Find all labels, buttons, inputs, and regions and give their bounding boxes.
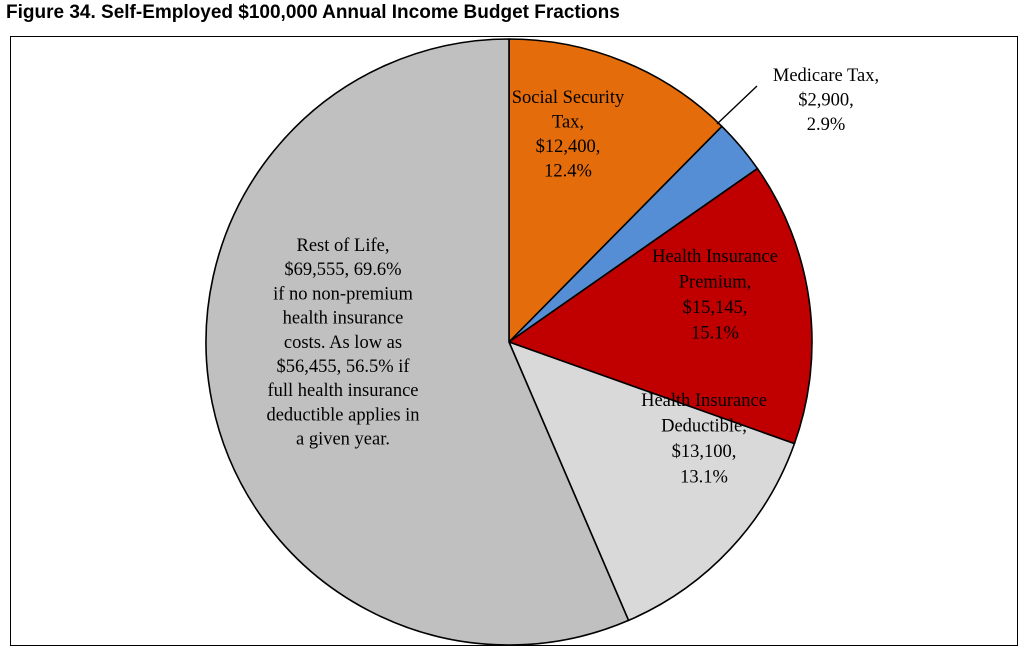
slice-label-line: full health insurance [267, 381, 418, 401]
slice-label-medicare-tax: Medicare Tax, $2,900, 2.9% [773, 66, 879, 135]
slice-label-health-insurance-deductible: Health Insurance Deductible, $13,100, 13.1% [641, 391, 767, 488]
slice-label-line: $56,455, 56.5% if [276, 357, 410, 377]
slice-label-line: health insurance [283, 309, 404, 329]
slice-label-line: deductible applies in [266, 405, 419, 425]
slice-label-rest-of-life: Rest of Life, $69,555, 69.6% if no non-pre… [266, 236, 419, 450]
slice-label-line: Rest of Life, [297, 236, 390, 256]
slice-label-line: $2,900, [798, 91, 854, 111]
pie-slice-health-insurance-deductible [508, 341, 796, 622]
pie-slice-social-security-tax [508, 38, 723, 343]
slice-label-line: Premium, [679, 273, 751, 293]
pie-slice-rest-of-life [205, 38, 630, 646]
slice-label-line: 12.4% [544, 162, 592, 182]
slice-label-social-security-tax: Social Security Tax, $12,400, 12.4% [512, 88, 625, 182]
slice-label-line: costs. As low as [284, 333, 402, 353]
slice-label-line: Medicare Tax, [773, 66, 879, 86]
slice-label-line: 13.1% [680, 468, 728, 488]
slice-label-line: a given year. [296, 430, 390, 450]
slice-label-health-insurance-premium: Health Insurance Premium, $15,145, 15.1% [652, 247, 778, 344]
slice-label-line: Health Insurance [652, 247, 778, 267]
slice-label-line: Deductible, [661, 417, 747, 437]
slice-label-line: $13,100, [672, 442, 737, 462]
pie-slice-health-insurance-premium [508, 167, 813, 445]
slice-label-line: 15.1% [691, 324, 739, 344]
slice-label-line: $12,400, [536, 137, 601, 157]
medicare-leader-line [716, 85, 758, 125]
slice-label-line: Health Insurance [641, 391, 767, 411]
slice-label-line: if no non-premium [273, 284, 413, 304]
slice-label-line: Social Security [512, 88, 625, 108]
slice-label-line: $15,145, [683, 298, 748, 318]
slice-label-line: Tax, [552, 113, 584, 133]
slice-label-line: 2.9% [807, 115, 846, 135]
figure-title: Figure 34. Self-Employed $100,000 Annual… [6, 2, 620, 23]
slice-label-line: $69,555, 69.6% [284, 260, 401, 280]
